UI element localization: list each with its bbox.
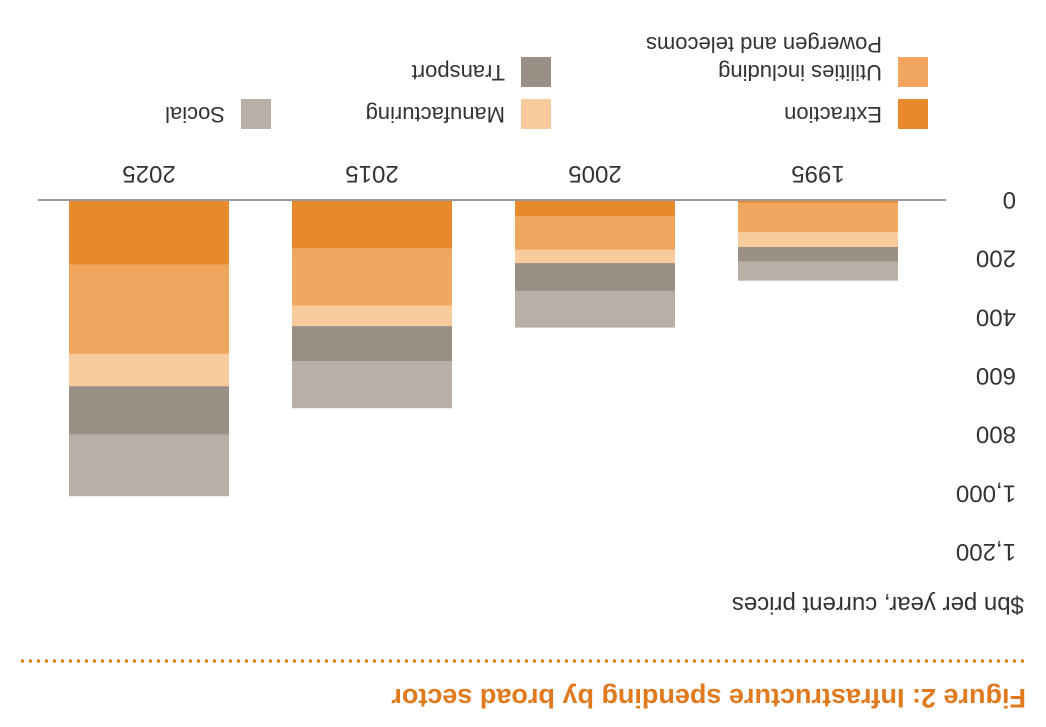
y-tick-label: 400 xyxy=(976,303,1016,330)
y-tick-label: 600 xyxy=(976,362,1016,389)
bar-manufacturing-2025 xyxy=(69,353,229,387)
legend-label-utilities: Utilities includingPowergen and telecoms xyxy=(646,32,882,85)
bar-manufacturing-2015 xyxy=(292,305,452,327)
legend-label-extraction: Extraction xyxy=(784,102,882,127)
x-tick-label: 2015 xyxy=(345,160,398,187)
bar-utilities-2005 xyxy=(515,216,675,250)
bar-social-2025 xyxy=(69,434,229,497)
bar-transport-2005 xyxy=(515,263,675,291)
legend-label-social: Social xyxy=(165,102,225,127)
bar-extraction-2025 xyxy=(69,200,229,265)
bar-utilities-2025 xyxy=(69,264,229,354)
legend-label-transport: Transport xyxy=(412,60,505,85)
bar-extraction-2005 xyxy=(515,200,675,217)
y-tick-label: 800 xyxy=(976,421,1016,448)
legend-swatch-social xyxy=(241,99,271,129)
x-tick-label: 2005 xyxy=(568,160,621,187)
y-tick-label: 200 xyxy=(976,245,1016,272)
y-axis-label: $bn per year, current prices xyxy=(732,591,1024,618)
legend-label-manufacturing: Manufacturing xyxy=(366,102,505,127)
bar-transport-1995 xyxy=(738,246,898,262)
legend-swatch-transport xyxy=(521,57,551,87)
bar-utilities-1995 xyxy=(738,202,898,233)
bar-extraction-1995 xyxy=(738,200,898,203)
bars-group xyxy=(69,200,898,497)
y-tick-label: 0 xyxy=(1003,186,1016,213)
bar-transport-2025 xyxy=(69,386,229,435)
bar-social-2005 xyxy=(515,290,675,328)
y-axis-ticks: 0 200 400 600 800 1,000 1,200 xyxy=(956,186,1016,565)
y-tick-label: 1,000 xyxy=(956,479,1016,506)
legend-swatch-utilities xyxy=(898,57,928,87)
x-axis-ticks: 1995 2005 2015 2025 xyxy=(122,160,844,187)
bar-transport-2015 xyxy=(292,326,452,362)
bar-utilities-2015 xyxy=(292,248,452,306)
figure-title: Figure 2: Infrastructure spending by bro… xyxy=(391,683,1026,713)
y-tick-label: 1,200 xyxy=(956,538,1016,565)
bar-manufacturing-2005 xyxy=(515,249,675,264)
legend-swatch-manufacturing xyxy=(521,99,551,129)
bar-social-1995 xyxy=(738,261,898,281)
legend-swatch-extraction xyxy=(898,99,928,129)
bar-extraction-2015 xyxy=(292,200,452,249)
x-tick-label: 2025 xyxy=(122,160,175,187)
legend: Extraction Utilities includingPowergen an… xyxy=(165,32,928,129)
x-tick-label: 1995 xyxy=(791,160,844,187)
bar-manufacturing-1995 xyxy=(738,232,898,247)
bar-social-2015 xyxy=(292,361,452,409)
